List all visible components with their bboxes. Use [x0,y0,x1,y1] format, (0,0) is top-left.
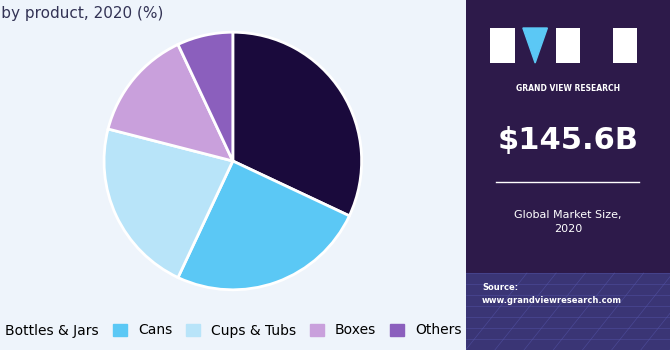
Text: $145.6B: $145.6B [497,126,639,154]
Wedge shape [108,44,233,161]
FancyBboxPatch shape [490,28,515,63]
Wedge shape [104,129,233,278]
FancyBboxPatch shape [466,273,670,350]
FancyBboxPatch shape [555,28,580,63]
FancyBboxPatch shape [466,0,670,350]
Wedge shape [232,32,362,216]
Legend: Bottles & Jars, Cans, Cups & Tubs, Boxes, Others: Bottles & Jars, Cans, Cups & Tubs, Boxes… [0,318,467,343]
FancyBboxPatch shape [613,28,637,63]
Text: Global Market Size,
2020: Global Market Size, 2020 [514,210,622,234]
Text: GRAND VIEW RESEARCH: GRAND VIEW RESEARCH [516,84,620,93]
Wedge shape [178,32,233,161]
Polygon shape [523,28,547,63]
Text: share, by product, 2020 (%): share, by product, 2020 (%) [0,6,164,21]
Wedge shape [178,161,349,290]
Text: Source:
www.grandviewresearch.com: Source: www.grandviewresearch.com [482,284,622,305]
